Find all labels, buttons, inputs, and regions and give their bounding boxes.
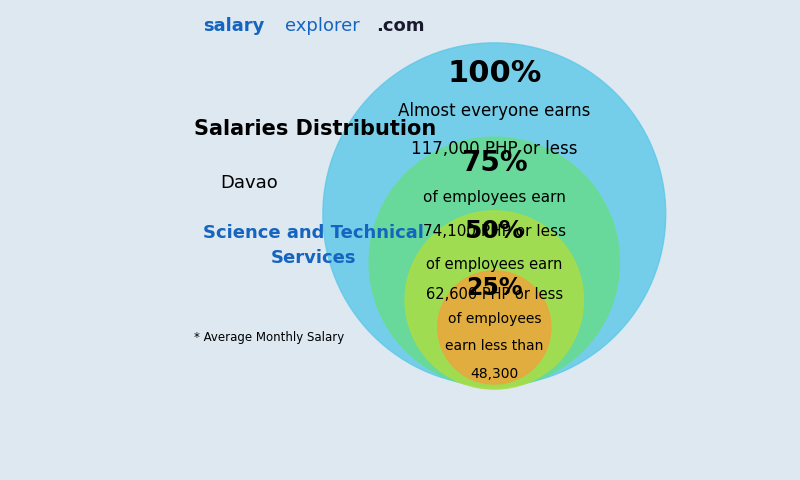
- Text: 100%: 100%: [447, 59, 542, 88]
- Text: 50%: 50%: [464, 219, 524, 243]
- Text: explorer: explorer: [285, 17, 360, 35]
- Circle shape: [323, 43, 666, 386]
- Text: 74,100 PHP or less: 74,100 PHP or less: [422, 224, 566, 239]
- Text: of employees earn: of employees earn: [426, 256, 562, 272]
- Text: Davao: Davao: [220, 174, 278, 192]
- Text: salary: salary: [203, 17, 264, 35]
- Text: 117,000 PHP or less: 117,000 PHP or less: [411, 140, 578, 158]
- Text: * Average Monthly Salary: * Average Monthly Salary: [194, 331, 345, 344]
- Text: Science and Technical
Services: Science and Technical Services: [203, 224, 424, 267]
- Circle shape: [405, 211, 583, 389]
- Circle shape: [369, 137, 619, 387]
- Text: 62,600 PHP or less: 62,600 PHP or less: [426, 288, 563, 302]
- Circle shape: [438, 271, 551, 384]
- Text: 48,300: 48,300: [470, 367, 518, 381]
- Text: of employees: of employees: [447, 312, 541, 326]
- Text: Salaries Distribution: Salaries Distribution: [194, 119, 437, 139]
- Text: earn less than: earn less than: [445, 339, 543, 353]
- Text: of employees earn: of employees earn: [423, 190, 566, 204]
- Text: 25%: 25%: [466, 276, 522, 300]
- Text: .com: .com: [376, 17, 425, 35]
- Text: 75%: 75%: [461, 149, 527, 177]
- Text: Almost everyone earns: Almost everyone earns: [398, 102, 590, 120]
